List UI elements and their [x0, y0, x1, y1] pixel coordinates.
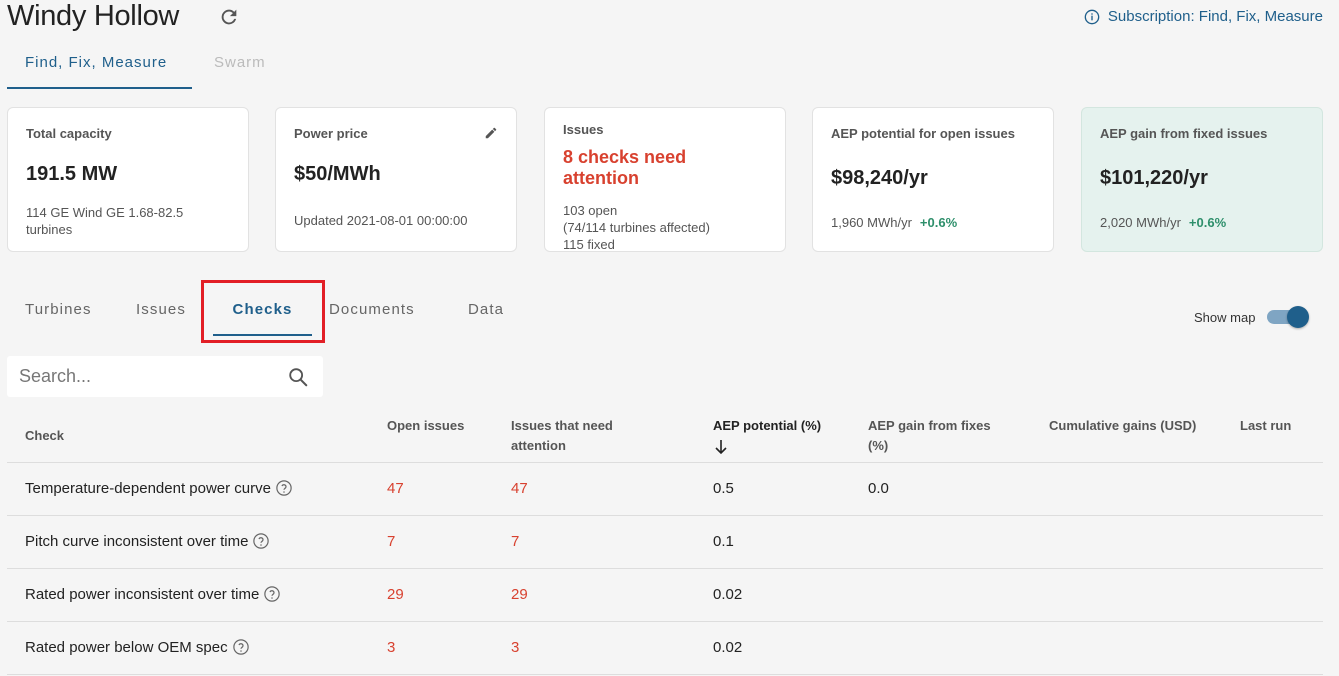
pct-value: +0.6% [919, 215, 958, 230]
top-tabs: Find, Fix, Measure Swarm [7, 48, 284, 89]
mwh-value: 1,960 MWh/yr [831, 215, 912, 230]
card-label: Issues [563, 122, 604, 137]
open-issues: 3 [387, 639, 396, 656]
help-icon[interactable] [232, 638, 250, 656]
search-box [7, 356, 323, 397]
col-gain-line1: AEP gain from fixes [868, 418, 991, 433]
card-aep-potential: AEP potential for open issues $98,240/yr… [812, 107, 1054, 252]
help-icon[interactable] [263, 585, 281, 603]
card-detail: 1,960 MWh/yr +0.6% [831, 214, 1035, 231]
show-map-toggle[interactable] [1267, 306, 1309, 328]
col-gain-line2: (%) [868, 438, 889, 453]
open-issues: 47 [387, 480, 404, 497]
open-issues: 29 [387, 586, 404, 603]
card-value: 191.5 MW [26, 163, 118, 185]
col-aep-label: AEP potential (%) [713, 418, 822, 433]
tab-data[interactable]: Data [468, 301, 505, 318]
check-label: Pitch curve inconsistent over time [25, 533, 249, 550]
subscription-link[interactable]: Subscription: Find, Fix, Measure [1084, 8, 1323, 25]
aep-gain: 0.0 [868, 480, 889, 497]
col-attention-line1: Issues that need [511, 418, 613, 433]
search-input[interactable] [19, 366, 279, 387]
col-open-issues[interactable]: Open issues [387, 418, 465, 433]
help-icon[interactable] [252, 532, 270, 550]
table-row[interactable]: Rated power inconsistent over time 29 29… [7, 569, 1323, 622]
affected-count: (74/114 turbines affected) [563, 220, 710, 235]
check-label: Temperature-dependent power curve [25, 480, 271, 497]
card-aep-gain: AEP gain from fixed issues $101,220/yr 2… [1081, 107, 1323, 252]
attention-issues: 47 [511, 480, 528, 497]
aep-potential: 0.5 [713, 480, 734, 497]
col-last-run[interactable]: Last run [1240, 418, 1292, 433]
col-aep-gain[interactable]: AEP gain from fixes (%) [868, 416, 991, 456]
table-row[interactable]: Rated power below OEM spec 3 3 0.02 [7, 622, 1323, 675]
sort-down-icon [715, 440, 727, 455]
highlight-box [201, 280, 325, 343]
check-name: Rated power inconsistent over time [25, 585, 281, 603]
attention-issues: 7 [511, 533, 520, 550]
check-name: Temperature-dependent power curve [25, 479, 293, 497]
check-label: Rated power inconsistent over time [25, 586, 260, 603]
attention-issues: 3 [511, 639, 520, 656]
card-power-price: Power price $50/MWh Updated 2021-08-01 0… [275, 107, 517, 252]
col-aep-potential[interactable]: AEP potential (%) [713, 416, 821, 462]
card-detail: 114 GE Wind GE 1.68-82.5 turbines [26, 205, 184, 237]
attention-issues: 29 [511, 586, 528, 603]
col-check[interactable]: Check [25, 428, 65, 443]
col-attention-line2: attention [511, 438, 566, 453]
search-icon[interactable] [287, 366, 309, 388]
card-detail: Updated 2021-08-01 00:00:00 [294, 213, 468, 228]
card-value: $98,240/yr [831, 167, 928, 189]
table-row[interactable]: Temperature-dependent power curve 47 47 … [7, 463, 1323, 516]
card-value: $101,220/yr [1100, 167, 1208, 189]
open-issues: 7 [387, 533, 396, 550]
aep-potential: 0.1 [713, 533, 734, 550]
tab-find-fix-measure[interactable]: Find, Fix, Measure [7, 48, 192, 89]
tab-issues[interactable]: Issues [136, 301, 186, 318]
mwh-value: 2,020 MWh/yr [1100, 215, 1181, 230]
open-count: 103 open [563, 203, 618, 218]
refresh-icon[interactable] [218, 6, 240, 28]
aep-potential: 0.02 [713, 639, 743, 656]
card-label: Total capacity [26, 126, 112, 141]
tab-swarm[interactable]: Swarm [214, 54, 266, 71]
info-icon [1084, 9, 1100, 24]
col-cumulative[interactable]: Cumulative gains (USD) [1049, 418, 1197, 433]
tab-checks[interactable]: Checks [213, 290, 312, 336]
card-total-capacity: Total capacity 191.5 MW 114 GE Wind GE 1… [7, 107, 249, 252]
table-header: Check Open issues Issues that need atten… [7, 400, 1323, 463]
check-name: Pitch curve inconsistent over time [25, 532, 270, 550]
tab-documents[interactable]: Documents [329, 301, 415, 318]
card-value: $50/MWh [294, 163, 381, 185]
card-label: Power price [294, 126, 368, 141]
attention-text: 8 checks need attention [563, 147, 687, 188]
aep-potential: 0.02 [713, 586, 743, 603]
help-icon[interactable] [275, 479, 293, 497]
toggle-knob [1287, 306, 1309, 328]
show-map-label: Show map [1194, 310, 1256, 325]
card-detail: 2,020 MWh/yr +0.6% [1100, 214, 1304, 231]
page-title: Windy Hollow [7, 0, 180, 32]
edit-icon[interactable] [484, 126, 498, 140]
check-label: Rated power below OEM spec [25, 639, 228, 656]
table-row[interactable]: Pitch curve inconsistent over time 7 7 0… [7, 516, 1323, 569]
card-label: AEP potential for open issues [831, 126, 1015, 141]
tab-turbines[interactable]: Turbines [25, 301, 92, 318]
pct-value: +0.6% [1188, 215, 1227, 230]
card-label: AEP gain from fixed issues [1100, 126, 1268, 141]
card-issues[interactable]: Issues 8 checks need attention 103 open … [544, 107, 786, 252]
col-attention[interactable]: Issues that need attention [511, 416, 613, 456]
fixed-count: 115 fixed [563, 237, 615, 252]
subscription-label: Subscription: Find, Fix, Measure [1107, 8, 1323, 25]
check-name: Rated power below OEM spec [25, 638, 250, 656]
